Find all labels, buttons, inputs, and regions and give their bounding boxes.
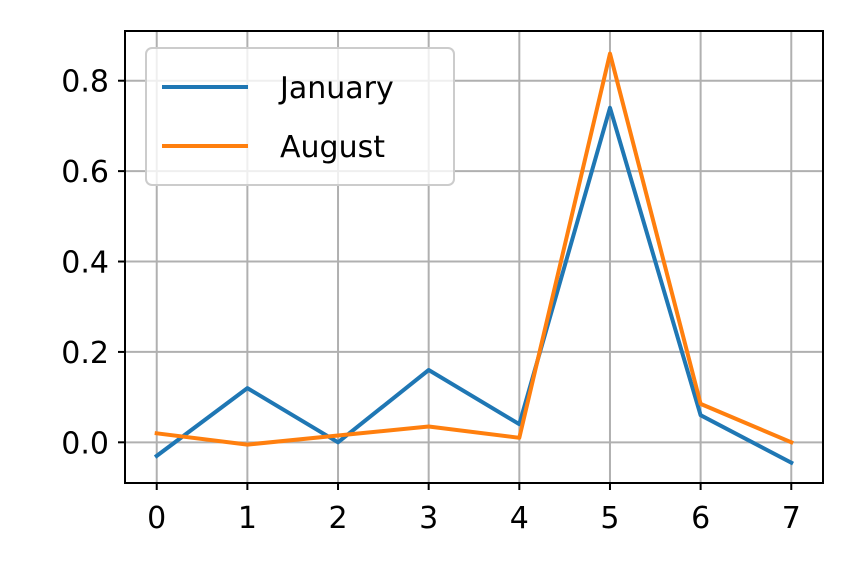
y-tick-label: 0.8 bbox=[61, 65, 109, 100]
axes-frame bbox=[124, 30, 824, 484]
x-tick-label: 4 bbox=[510, 501, 529, 536]
y-tick-label: 0.0 bbox=[61, 426, 109, 461]
y-tick-label: 0.2 bbox=[61, 336, 109, 371]
series-line-january bbox=[153, 105, 794, 466]
x-tick-label: 2 bbox=[328, 501, 347, 536]
x-tick-label: 3 bbox=[419, 501, 438, 536]
x-tick-label: 7 bbox=[782, 501, 801, 536]
series-lines bbox=[153, 51, 794, 466]
x-tick-label: 0 bbox=[147, 501, 166, 536]
legend-label: January bbox=[278, 71, 394, 106]
x-tick-label: 1 bbox=[238, 501, 257, 536]
legend: January August bbox=[145, 47, 455, 186]
axis-ticks: 0 1 2 3 4 5 6 7 0.0 0.2 0.4 0.6 0.8 bbox=[61, 65, 801, 536]
y-tick-label: 0.6 bbox=[61, 155, 109, 190]
legend-box bbox=[145, 47, 455, 186]
series-line-august bbox=[154, 51, 794, 447]
y-tick-label: 0.4 bbox=[61, 246, 109, 281]
x-tick-label: 5 bbox=[600, 501, 619, 536]
legend-label: August bbox=[280, 130, 385, 165]
x-tick-label: 6 bbox=[691, 501, 710, 536]
